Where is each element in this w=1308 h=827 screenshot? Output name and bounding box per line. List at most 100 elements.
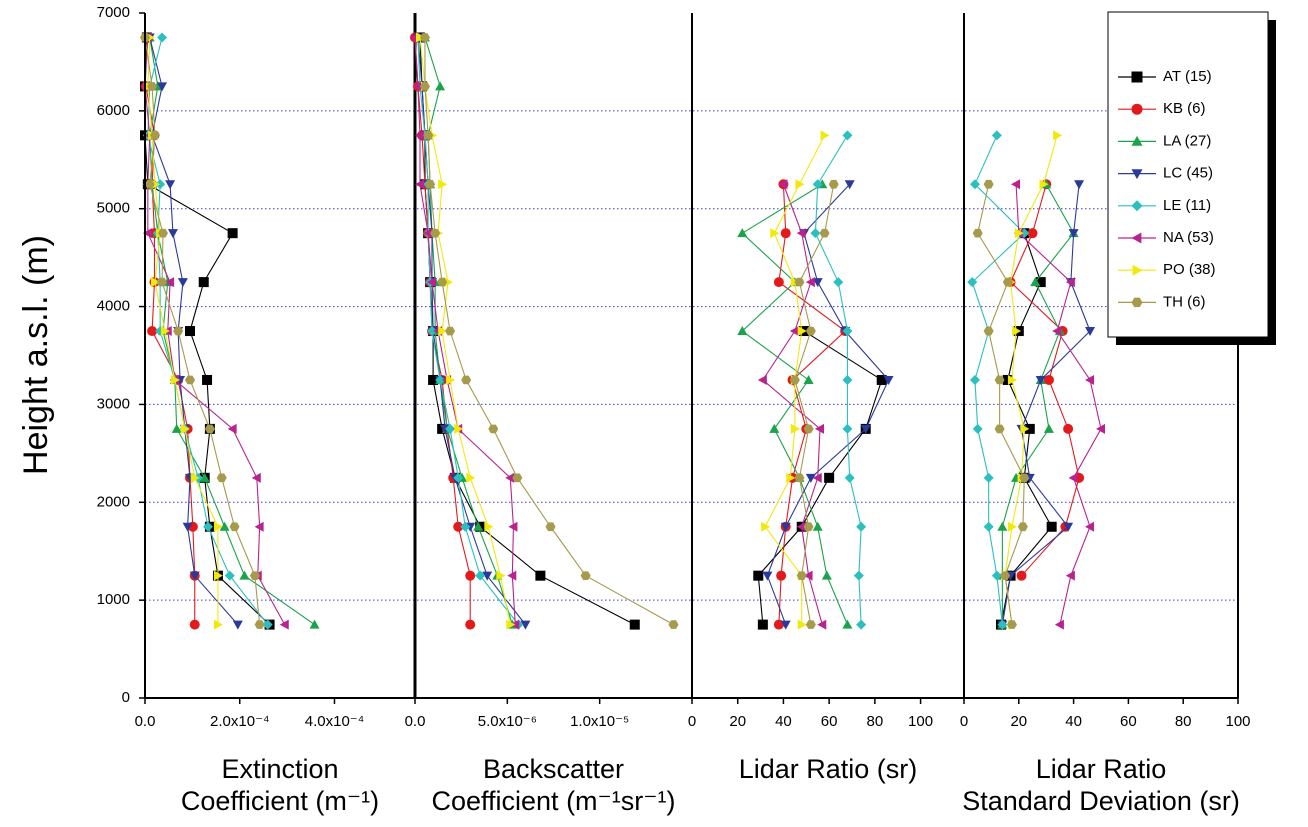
- x-tick-label: 80: [1175, 713, 1192, 730]
- marker: [254, 620, 265, 629]
- series-line: [1001, 183, 1075, 625]
- x-tick-label: 60: [821, 713, 838, 730]
- marker: [796, 228, 806, 239]
- marker: [167, 229, 178, 239]
- x-axis-label: Standard Deviation (sr): [962, 786, 1240, 816]
- marker: [213, 521, 223, 532]
- marker: [1046, 521, 1057, 532]
- legend-label: LC (45): [1163, 165, 1213, 182]
- marker: [155, 179, 166, 190]
- marker: [461, 375, 472, 385]
- marker: [438, 179, 448, 190]
- marker: [437, 277, 448, 287]
- marker: [1000, 571, 1011, 581]
- marker: [425, 179, 436, 189]
- marker: [216, 473, 227, 483]
- marker: [460, 521, 471, 532]
- marker: [757, 619, 768, 630]
- legend-label: KB (6): [1163, 100, 1206, 117]
- marker: [1053, 130, 1063, 141]
- marker: [991, 130, 1002, 141]
- x-tick-label: 0.0: [135, 713, 156, 730]
- legend-label: PO (38): [1163, 261, 1216, 278]
- marker: [496, 570, 506, 581]
- marker: [1085, 327, 1096, 337]
- marker: [972, 228, 983, 238]
- marker: [668, 620, 679, 629]
- x-tick-label: 2.0x10⁻⁴: [210, 713, 269, 730]
- marker: [445, 423, 456, 434]
- marker: [473, 521, 484, 531]
- marker: [629, 619, 640, 630]
- marker: [737, 228, 748, 238]
- marker: [1065, 570, 1075, 581]
- x-axis-label: Coefficient (m⁻¹): [181, 786, 379, 816]
- x-axis-label: Backscatter: [483, 754, 624, 784]
- marker: [279, 619, 289, 630]
- marker: [753, 570, 764, 581]
- marker: [1011, 179, 1021, 190]
- marker: [147, 326, 158, 337]
- marker: [414, 179, 424, 190]
- y-tick-label: 7000: [97, 4, 130, 21]
- legend-label: AT (15): [1163, 68, 1212, 85]
- marker: [994, 424, 1005, 434]
- marker: [219, 521, 230, 531]
- x-tick-label: 0.0: [405, 713, 426, 730]
- marker: [202, 374, 213, 385]
- x-tick-label: 40: [775, 713, 792, 730]
- marker: [780, 228, 791, 239]
- legend-label: LE (11): [1163, 197, 1211, 214]
- marker: [796, 521, 806, 532]
- x-tick-label: 5.0x10⁻⁶: [478, 713, 537, 730]
- marker: [842, 423, 853, 434]
- marker: [520, 620, 531, 630]
- y-axis-label: Height a.s.l. (m): [17, 235, 55, 475]
- y-tick-label: 4000: [97, 298, 130, 315]
- marker: [773, 277, 784, 288]
- marker: [180, 423, 190, 434]
- marker: [1065, 277, 1075, 288]
- marker: [1030, 277, 1041, 287]
- x-tick-label: 4.0x10⁻⁴: [305, 713, 364, 730]
- legend-marker: [1131, 297, 1143, 308]
- marker: [1063, 423, 1074, 434]
- panel-series: [140, 32, 320, 630]
- marker: [761, 521, 771, 532]
- marker: [810, 228, 821, 239]
- marker: [803, 570, 813, 581]
- marker: [430, 228, 441, 238]
- marker: [157, 277, 168, 287]
- x-tick-label: 40: [1065, 713, 1082, 730]
- marker: [983, 179, 994, 189]
- marker: [177, 278, 188, 288]
- x-tick-label: 0: [960, 713, 968, 730]
- marker: [454, 423, 464, 434]
- marker: [453, 472, 464, 483]
- legend-marker: [1131, 200, 1143, 212]
- marker: [185, 375, 195, 385]
- legend-marker: [1131, 71, 1143, 83]
- marker: [423, 228, 433, 239]
- marker: [446, 374, 456, 385]
- marker: [157, 32, 168, 43]
- marker: [426, 277, 436, 288]
- marker: [466, 472, 476, 483]
- legend-label: TH (6): [1163, 293, 1206, 310]
- marker: [419, 33, 430, 42]
- marker: [1068, 229, 1079, 239]
- marker: [757, 374, 767, 385]
- marker: [213, 570, 223, 581]
- marker: [844, 472, 855, 483]
- series-line: [1001, 184, 1091, 625]
- marker: [144, 179, 155, 189]
- marker: [883, 375, 894, 385]
- marker: [227, 228, 238, 239]
- marker: [1002, 374, 1013, 385]
- marker: [842, 130, 853, 141]
- marker: [147, 82, 158, 91]
- marker: [414, 130, 424, 141]
- x-tick-label: 1.0x10⁻⁵: [570, 713, 629, 730]
- series-line: [1015, 184, 1102, 625]
